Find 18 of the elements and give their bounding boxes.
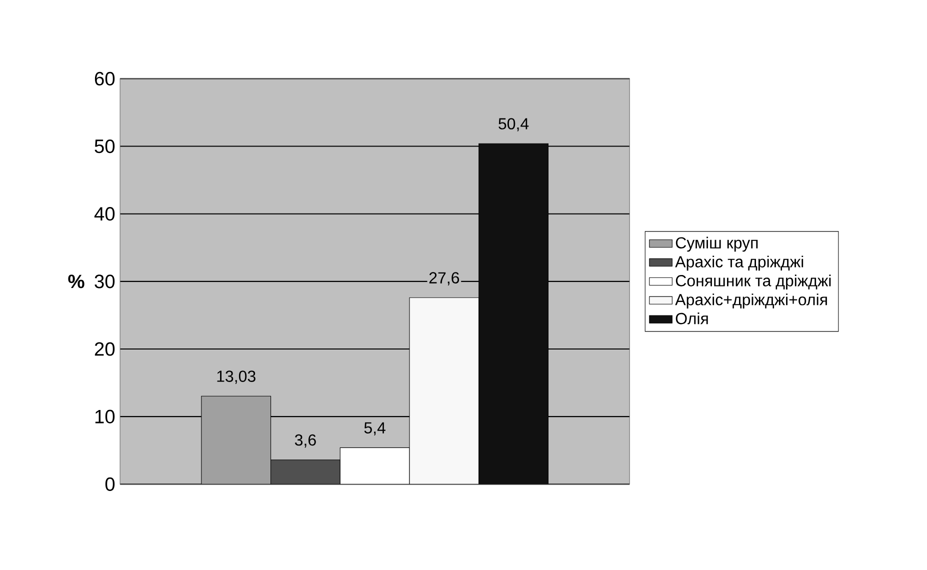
y-tick-label: 30 (94, 274, 115, 288)
y-tick-label: 40 (94, 207, 115, 221)
data-label: 27,6 (429, 272, 460, 286)
data-label: 50,4 (498, 118, 529, 132)
legend-label: Арахіс та дріжджі (675, 256, 804, 271)
legend-label: Арахіс+дріжджі+олія (675, 294, 827, 309)
y-tick-label: 50 (94, 140, 115, 154)
legend-label: Соняшник та дріжджі (676, 274, 831, 290)
legend-label: Олія (676, 312, 708, 324)
y-tick-label: 10 (95, 410, 115, 424)
data-label: 5,4 (364, 422, 386, 436)
data-label: 13,03 (217, 370, 256, 384)
data-label: 3,6 (294, 434, 316, 448)
y-tick-label: 20 (94, 342, 115, 356)
y-tick-label: 0 (105, 478, 115, 492)
y-tick-label: 60 (94, 72, 115, 86)
legend-label: Суміш круп (676, 237, 758, 252)
y-axis-title: % (68, 274, 84, 288)
